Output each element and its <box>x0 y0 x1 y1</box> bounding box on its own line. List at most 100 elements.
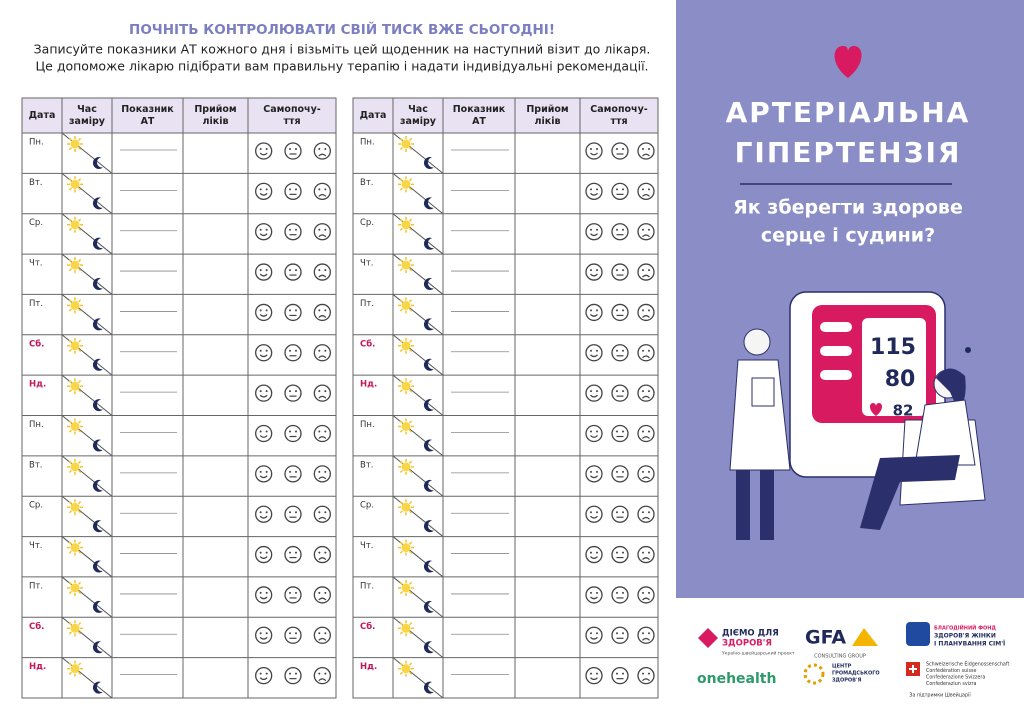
mood-icon <box>284 182 302 201</box>
day-label: Нд. <box>360 662 377 672</box>
sun-ray <box>399 147 403 151</box>
mood-mouth <box>318 355 327 359</box>
mood-icon <box>284 142 302 160</box>
mood-eye <box>265 349 268 352</box>
sun-ray <box>68 671 72 675</box>
mood-eye <box>590 470 592 473</box>
mood-eye <box>590 390 592 393</box>
mood-eye <box>318 269 321 272</box>
mood-eye <box>295 148 297 150</box>
sun-ray <box>68 379 72 384</box>
mood-eye <box>622 632 624 635</box>
mood-icon <box>637 545 655 564</box>
mood-eye <box>648 390 650 393</box>
mood-icon <box>284 384 302 402</box>
sun-icon <box>401 422 411 431</box>
mood-eye <box>590 269 592 272</box>
mood-eye <box>324 148 327 150</box>
mood-icon <box>637 303 655 322</box>
mood-icon <box>255 666 273 685</box>
mood-icon <box>585 142 603 160</box>
mood-mouth <box>259 677 268 680</box>
day-label: Вт. <box>29 460 43 470</box>
sun-ray <box>78 671 82 675</box>
mood-eye <box>259 470 262 473</box>
mood-icon <box>255 465 273 483</box>
mood-mouth <box>642 315 650 318</box>
mood-eye <box>324 309 327 312</box>
mood-eye <box>324 470 327 473</box>
sun-ray <box>78 308 82 312</box>
mood-eye <box>265 470 268 473</box>
mood-eye <box>648 148 650 150</box>
mood-eye <box>289 591 291 594</box>
moon-icon <box>423 237 434 250</box>
mood-eye <box>259 269 262 272</box>
mood-icon <box>637 626 655 644</box>
sun-icon <box>401 462 411 472</box>
moon-icon <box>92 439 103 452</box>
mood-icon <box>255 586 273 604</box>
mood-icon <box>611 424 629 443</box>
sun-ray <box>68 460 72 464</box>
moon-icon <box>92 358 103 371</box>
mood-eye <box>642 188 644 191</box>
mood-icon <box>255 545 273 564</box>
mood-eye <box>259 188 262 191</box>
mood-eye <box>259 591 262 594</box>
mood-mouth <box>259 394 268 398</box>
pulse: 82 <box>893 402 914 420</box>
mood-mouth <box>642 637 650 641</box>
day-label: Ср. <box>360 218 374 228</box>
sun-icon <box>70 462 80 472</box>
sun-ray <box>68 299 72 303</box>
mood-eye <box>324 672 327 675</box>
sun-ray <box>78 510 82 514</box>
moon-icon <box>423 197 434 210</box>
day-label: Сб. <box>360 338 375 349</box>
sun-ray <box>68 501 72 505</box>
moon-icon <box>423 318 434 331</box>
column-header: ття <box>283 116 300 127</box>
mood-eye <box>318 309 321 312</box>
patient-hair <box>936 368 966 410</box>
sun-ray <box>68 662 72 666</box>
mood-eye <box>259 632 262 635</box>
sun-ray <box>68 258 72 263</box>
mood-eye <box>616 470 618 473</box>
mood-mouth <box>590 677 598 680</box>
day-label: Чт. <box>29 541 42 551</box>
day-label: Чт. <box>29 259 42 269</box>
mood-icon <box>313 384 331 402</box>
logo-text: GFA <box>805 627 846 649</box>
table-border <box>352 97 659 699</box>
mood-mouth <box>318 153 327 157</box>
sun-icon <box>70 179 80 189</box>
day-label: Сб. <box>29 621 44 632</box>
sun-ray <box>409 379 413 384</box>
sun-ray <box>78 147 82 151</box>
sun-ray <box>399 460 403 464</box>
mood-eye <box>265 309 268 312</box>
mood-eye <box>295 632 297 635</box>
mood-eye <box>622 591 624 594</box>
mood-eye <box>259 228 262 231</box>
logo-text: ЗДОРОВ'Я <box>722 639 772 649</box>
column-header: Час <box>408 104 428 115</box>
sun-ray <box>399 420 403 424</box>
mood-eye <box>596 511 598 514</box>
clipboard <box>751 377 775 407</box>
mood-eye <box>289 672 291 675</box>
mood-icon <box>284 586 302 604</box>
mood-icon <box>585 465 603 483</box>
column-header: Дата <box>360 110 387 121</box>
mood-eye <box>596 188 598 191</box>
mood-icon <box>611 142 629 160</box>
sun-ray <box>68 510 72 514</box>
sun-ray <box>78 622 82 626</box>
mood-eye <box>642 309 644 312</box>
logo-caption: БЛАГОДІЙНИЙ ФОНД <box>934 624 996 632</box>
mood-icon <box>585 545 603 564</box>
mood-eye <box>324 430 327 433</box>
column-header: АТ <box>472 116 486 127</box>
